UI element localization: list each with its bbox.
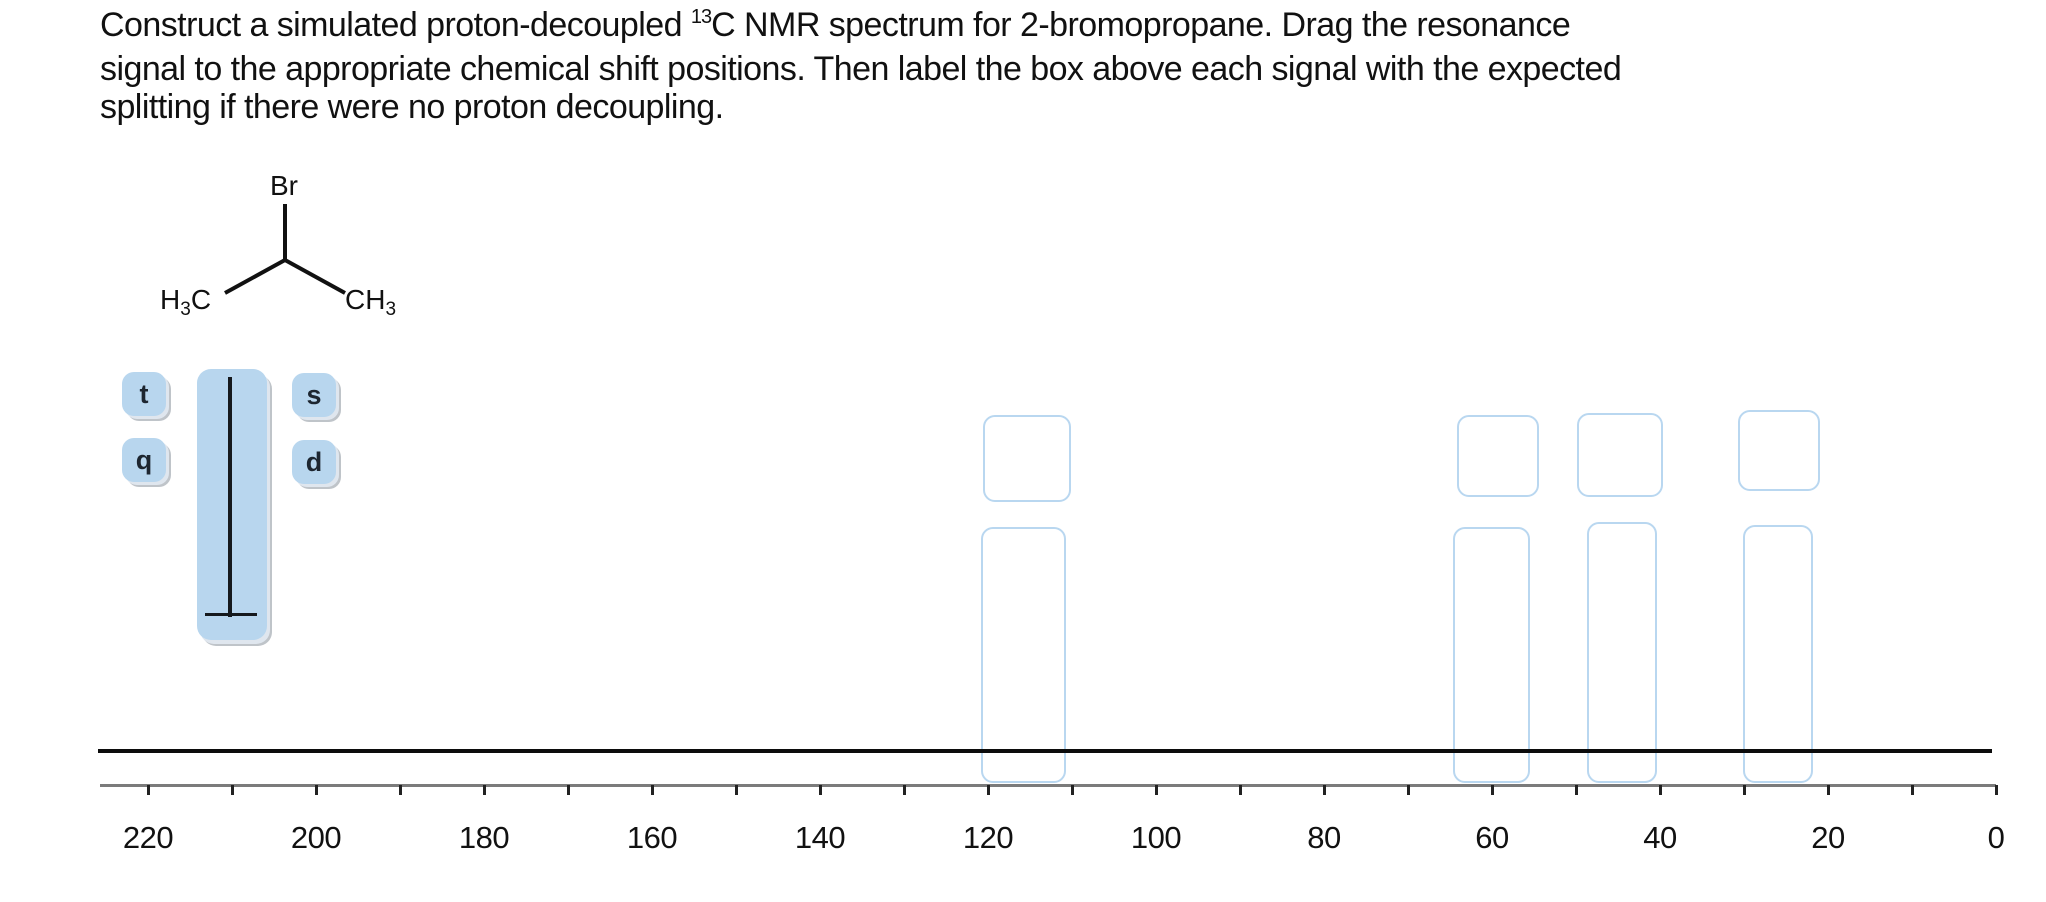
signal-drop-zone-4[interactable]	[1743, 525, 1813, 783]
axis-tick	[903, 785, 906, 795]
axis-tick	[231, 785, 234, 795]
axis-tick	[1827, 785, 1830, 795]
prompt-text-start: Construct a simulated proton-decoupled	[100, 6, 691, 44]
nmr-signal-base-icon	[205, 613, 257, 616]
axis-tick-label: 60	[1475, 820, 1509, 855]
atom-bromine: Br	[270, 170, 298, 201]
axis-tick	[1575, 785, 1578, 795]
splitting-chip-quartet[interactable]: q	[122, 438, 166, 482]
splitting-label-box-1[interactable]	[983, 415, 1071, 502]
draggable-resonance-signal[interactable]	[197, 369, 267, 640]
splitting-label-box-2[interactable]	[1457, 415, 1539, 497]
bond-lines-icon	[224, 204, 346, 295]
axis-tick-label: 20	[1811, 820, 1845, 855]
axis-tick-label: 0	[1987, 820, 2005, 855]
splitting-chip-doublet[interactable]: d	[292, 440, 336, 484]
splitting-chip-singlet[interactable]: s	[292, 373, 336, 417]
axis-tick	[315, 785, 318, 795]
axis-tick	[651, 785, 654, 795]
chip-label: q	[135, 444, 153, 475]
splitting-chip-triplet[interactable]: t	[122, 372, 166, 416]
axis-tick-label: 80	[1307, 820, 1341, 855]
left-methyl-c: C	[190, 284, 212, 315]
prompt-text-line3: splitting if there were no proton decoup…	[100, 88, 724, 126]
axis-tick-label: 140	[794, 820, 846, 855]
axis-tick	[1239, 785, 1242, 795]
left-methyl-h: H	[160, 284, 181, 315]
chemical-shift-axis	[100, 784, 1996, 787]
right-methyl-subscript: 3	[385, 299, 397, 320]
axis-tick	[1659, 785, 1662, 795]
signal-drop-zone-3[interactable]	[1587, 522, 1657, 783]
axis-tick-label: 120	[962, 820, 1014, 855]
axis-tick	[1071, 785, 1074, 795]
chip-label: t	[139, 378, 149, 409]
chip-label: s	[306, 379, 322, 410]
axis-tick	[567, 785, 570, 795]
axis-tick	[399, 785, 402, 795]
molecule-structure-2-bromopropane: Br H3C CH3	[140, 160, 440, 330]
nmr-signal-peak-icon	[228, 377, 232, 617]
axis-tick	[483, 785, 486, 795]
right-methyl-ch: CH	[345, 284, 386, 315]
axis-tick	[1491, 785, 1494, 795]
axis-tick	[1323, 785, 1326, 795]
axis-tick	[735, 785, 738, 795]
axis-tick	[819, 785, 822, 795]
left-methyl-subscript: 3	[180, 299, 191, 320]
chip-label: d	[305, 446, 323, 477]
axis-tick	[1995, 785, 1998, 795]
axis-tick-label: 40	[1643, 820, 1677, 855]
axis-tick-label: 160	[626, 820, 678, 855]
axis-tick-label: 180	[458, 820, 510, 855]
axis-tick	[1911, 785, 1914, 795]
splitting-label-box-3[interactable]	[1577, 413, 1663, 497]
axis-tick	[1155, 785, 1158, 795]
group-right-methyl: CH3	[345, 284, 396, 320]
signal-drop-zone-2[interactable]	[1453, 527, 1530, 783]
isotope-superscript: 13	[690, 6, 712, 28]
axis-tick-label: 100	[1130, 820, 1182, 855]
splitting-label-box-4[interactable]	[1738, 410, 1820, 491]
prompt-text-line2: signal to the appropriate chemical shift…	[100, 49, 1622, 88]
axis-tick	[1743, 785, 1746, 795]
axis-tick	[987, 785, 990, 795]
axis-tick	[1407, 785, 1410, 795]
signal-drop-zone-1[interactable]	[981, 527, 1066, 783]
spectrum-baseline	[98, 749, 1992, 753]
axis-tick-label: 200	[290, 820, 342, 855]
prompt-text-line1-end: C NMR spectrum for 2-bromopropane. Drag …	[711, 6, 1571, 44]
group-left-methyl: H3C	[160, 284, 212, 320]
question-prompt: Construct a simulated proton-decoupled 1…	[100, 6, 1980, 127]
axis-tick-label: 220	[122, 820, 174, 855]
axis-tick	[147, 785, 150, 795]
